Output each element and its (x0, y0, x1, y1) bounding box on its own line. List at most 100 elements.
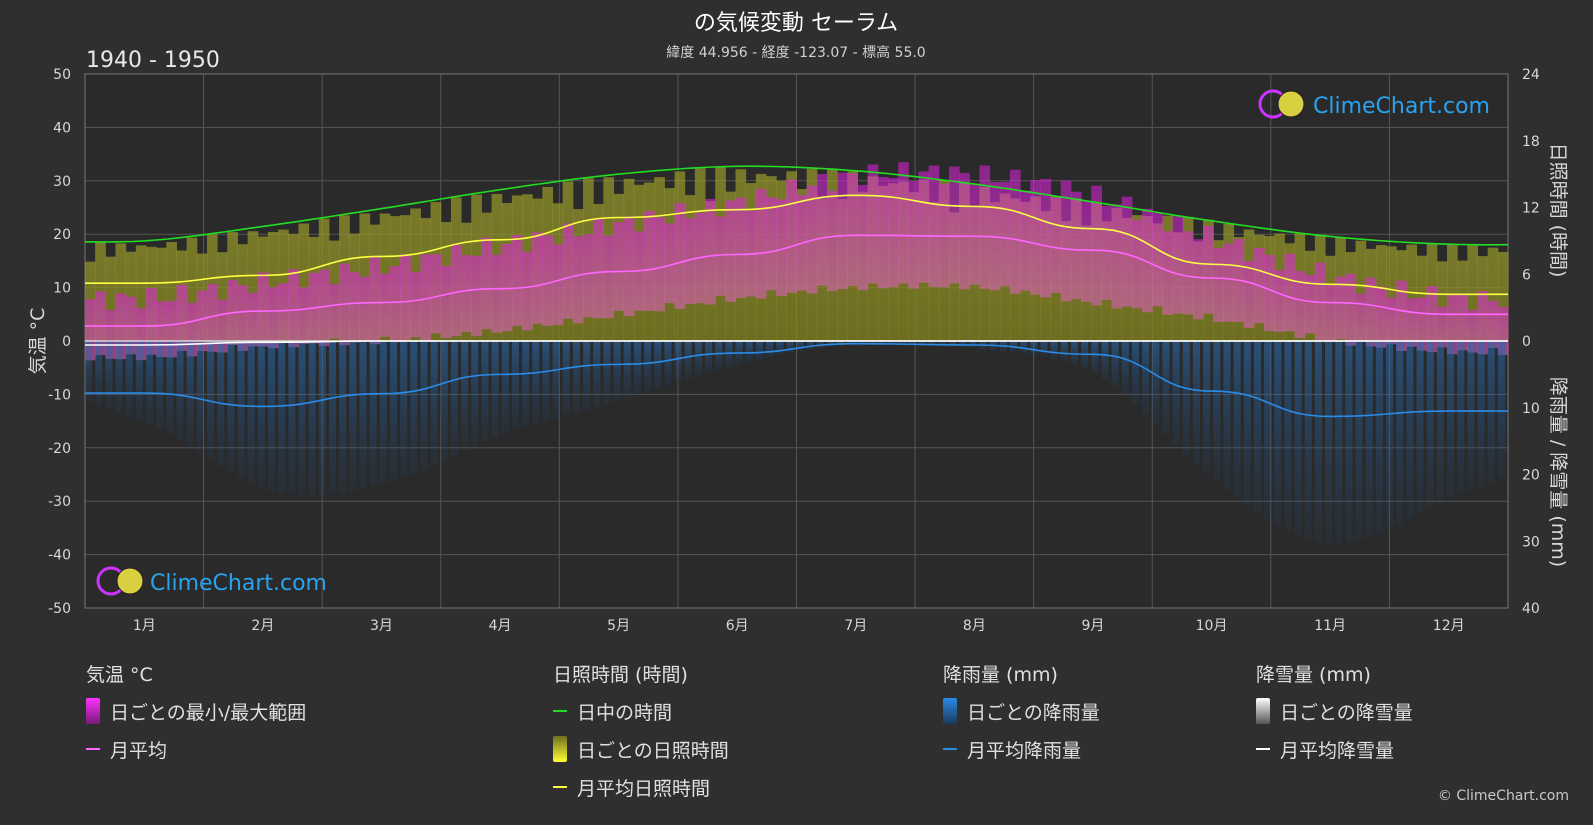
daily-rain-bars (85, 341, 1505, 544)
temp-avg-swatch (86, 748, 100, 750)
left-tick-label: 30 (53, 174, 71, 190)
legend-label: 日中の時間 (577, 701, 673, 724)
left-tick-label: 0 (62, 334, 71, 350)
temp-range-day-bar (1009, 169, 1021, 294)
rain-day-bar (1274, 341, 1282, 525)
temp-range-day-bar (1406, 298, 1418, 347)
temp-range-day-bar (1172, 215, 1184, 314)
daylight-swatch (553, 710, 567, 712)
x-tick-label: 5月 (607, 618, 630, 634)
legend-item-daylight[interactable]: 日中の時間 (553, 698, 729, 724)
rain-day-bar (359, 341, 367, 489)
rain-day-bar (1121, 341, 1129, 396)
rain-day-bar (948, 341, 957, 347)
legend-rain: 降雨量 (mm) 日ごとの降雨量 月平均降雨量 (943, 660, 1100, 762)
temp-range-day-bar (867, 164, 879, 284)
temp-range-day-bar (593, 217, 604, 319)
rain-day-bar (1182, 341, 1190, 456)
sunshine-avg-swatch (553, 786, 567, 788)
rain-day-bar (95, 341, 103, 406)
rain-day-bar (806, 341, 814, 350)
rain-day-bar (247, 341, 255, 483)
temp-range-day-bar (562, 223, 574, 319)
temp-range-day-bar (542, 235, 554, 326)
temp-range-day-bar (1355, 293, 1367, 342)
rain-day-bar (339, 341, 347, 493)
left-tick-label: -20 (48, 441, 71, 457)
snow-daily-swatch (1256, 698, 1270, 724)
temp-range-day-bar (1375, 286, 1387, 348)
legend-item-temp-avg[interactable]: 月平均 (86, 736, 306, 762)
temp-range-day-bar (328, 284, 340, 339)
rain-day-bar (908, 341, 916, 345)
period-label: 1940 - 1950 (86, 48, 220, 73)
rain-day-bar (1253, 341, 1262, 513)
temp-range-day-bar (603, 235, 615, 319)
temp-range-day-bar (725, 200, 737, 302)
temp-range-day-bar (379, 273, 391, 337)
temp-range-day-bar (613, 222, 625, 311)
rain-day-bar (1111, 341, 1119, 387)
right-axis-label-precip: 降雨量 / 降雪量 (mm) (1547, 377, 1569, 567)
temp-range-day-bar (1396, 280, 1407, 351)
brand-logo-top[interactable]: ClimeChart.com (1258, 89, 1490, 119)
temp-range-day-bar (491, 254, 503, 333)
rain-day-bar (1497, 341, 1505, 479)
temp-range-day-bar (217, 299, 228, 353)
legend-item-temp-range[interactable]: 日ごとの最小/最大範囲 (86, 698, 306, 724)
temp-range-day-bar (1325, 284, 1336, 342)
legend-item-rain-avg[interactable]: 月平均降雨量 (943, 736, 1100, 762)
rain-day-bar (796, 341, 804, 352)
rain-day-bar (705, 341, 713, 373)
rain-day-bar (1101, 341, 1109, 380)
rain-day-bar (1172, 341, 1180, 445)
logo-sun-icon (1277, 90, 1305, 118)
rain-day-bar (684, 341, 692, 379)
rain-avg-swatch (943, 748, 957, 750)
rain-day-bar (186, 341, 194, 447)
sunshine-day-bar (247, 231, 259, 341)
x-tick-label: 4月 (489, 618, 512, 634)
right-axis-label-sunshine: 日照時間 (時間) (1547, 143, 1569, 278)
temp-range-day-bar (105, 310, 116, 359)
temp-range-day-bar (918, 171, 930, 283)
rain-day-bar (1325, 341, 1333, 544)
sunshine-day-bar (1447, 244, 1458, 341)
rain-day-bar (400, 341, 408, 478)
temp-range-day-bar (654, 217, 665, 312)
rain-day-bar (532, 341, 540, 424)
brand-name-bottom: ClimeChart.com (150, 571, 327, 596)
rain-day-bar (918, 341, 926, 345)
copyright[interactable]: © ClimeChart.com (1437, 788, 1569, 804)
legend-label: 月平均日照時間 (577, 777, 711, 800)
sunshine-day-bar (217, 252, 228, 341)
rain-day-bar (542, 341, 550, 421)
legend-item-sunshine-avg[interactable]: 月平均日照時間 (553, 774, 729, 800)
temp-range-day-bar (755, 188, 767, 299)
legend-item-snow-daily[interactable]: 日ごとの降雪量 (1256, 698, 1413, 724)
temp-range-day-bar (95, 291, 106, 356)
temp-range-day-bar (532, 232, 543, 324)
temp-range-day-bar (450, 244, 462, 337)
legend-title-temperature: 気温 °C (86, 664, 153, 686)
rain-day-bar (1050, 341, 1058, 360)
x-tick-label: 7月 (844, 618, 867, 634)
x-tick-label: 1月 (133, 618, 156, 634)
temp-range-day-bar (1386, 297, 1397, 345)
rain-day-bar (1436, 341, 1444, 503)
brand-logo-bottom[interactable]: ClimeChart.com (96, 566, 327, 596)
temp-range-day-bar (1192, 239, 1204, 320)
rain-day-bar (379, 341, 387, 484)
chart-subtitle: 緯度 44.956 - 経度 -123.07 - 標高 55.0 (666, 44, 925, 61)
temp-range-day-bar (1142, 208, 1153, 313)
rain-day-bar (85, 341, 93, 403)
rain-day-bar (278, 341, 286, 494)
legend-item-sunshine-daily[interactable]: 日ごとの日照時間 (553, 736, 729, 762)
x-tick-label: 3月 (370, 618, 393, 634)
legend-item-snow-avg[interactable]: 月平均降雪量 (1256, 736, 1413, 762)
temp-range-day-bar (166, 300, 177, 358)
monthly-temperature-line (85, 234, 1508, 327)
rain-day-bar (1070, 341, 1079, 366)
legend-item-rain-daily[interactable]: 日ごとの降雨量 (943, 698, 1100, 724)
rain-day-bar (877, 341, 885, 344)
